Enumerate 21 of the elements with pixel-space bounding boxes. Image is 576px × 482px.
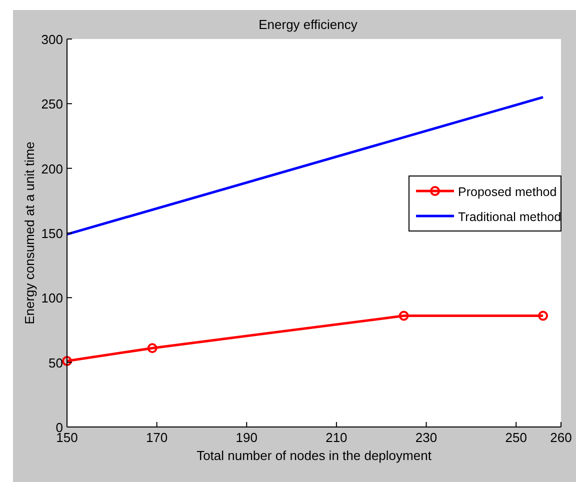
x-tick-label: 190	[236, 430, 258, 445]
x-tick-label: 230	[415, 430, 438, 445]
point	[62, 356, 72, 366]
point	[147, 343, 158, 354]
x-axis-title: Total number of nodes in the deployment	[196, 448, 432, 463]
legend-label: Proposed method	[458, 185, 557, 199]
x-tick-label: 170	[146, 430, 168, 445]
y-tick-label: 300	[41, 32, 63, 47]
y-tick-label: 200	[41, 161, 63, 176]
y-tick-label: 250	[41, 96, 63, 112]
point	[398, 310, 409, 321]
y-tick-label: 100	[41, 290, 63, 306]
y-tick-label: 150	[41, 226, 63, 241]
x-tick-label: 210	[326, 430, 348, 445]
y-tick-label: 50	[48, 355, 63, 370]
point	[538, 310, 548, 321]
y-axis-title: Energy consumed at a unit time	[22, 142, 37, 324]
x-tick-label: 250	[505, 430, 527, 445]
chart-title: Energy efficiency	[258, 17, 358, 32]
x-tick-label: 260	[550, 430, 572, 445]
legend-label: Traditional method	[458, 210, 562, 224]
